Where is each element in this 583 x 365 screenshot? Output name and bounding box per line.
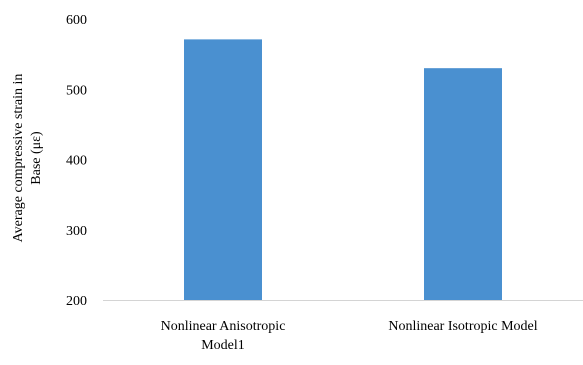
y-tick-label: 200 [66, 294, 87, 309]
y-axis-title-line-2: Base (με) [29, 131, 44, 185]
bar [424, 68, 502, 300]
y-tick-label: 500 [66, 83, 87, 98]
bars [184, 39, 502, 301]
y-ticks: 200 300 400 500 600 [66, 13, 87, 309]
category-label: Nonlinear Anisotropic [161, 319, 286, 334]
category-label: Nonlinear Isotropic Model [388, 319, 537, 334]
y-axis-title: Average compressive strain in Base (με) [11, 74, 44, 243]
category-label: Model1 [201, 338, 245, 353]
y-tick-label: 300 [66, 224, 87, 239]
bar [184, 39, 262, 301]
y-axis-title-line-1: Average compressive strain in [11, 74, 26, 243]
category-labels: Nonlinear Anisotropic Model1 Nonlinear Iso… [161, 319, 538, 353]
y-tick-label: 400 [66, 154, 87, 169]
y-tick-label: 600 [66, 13, 87, 28]
